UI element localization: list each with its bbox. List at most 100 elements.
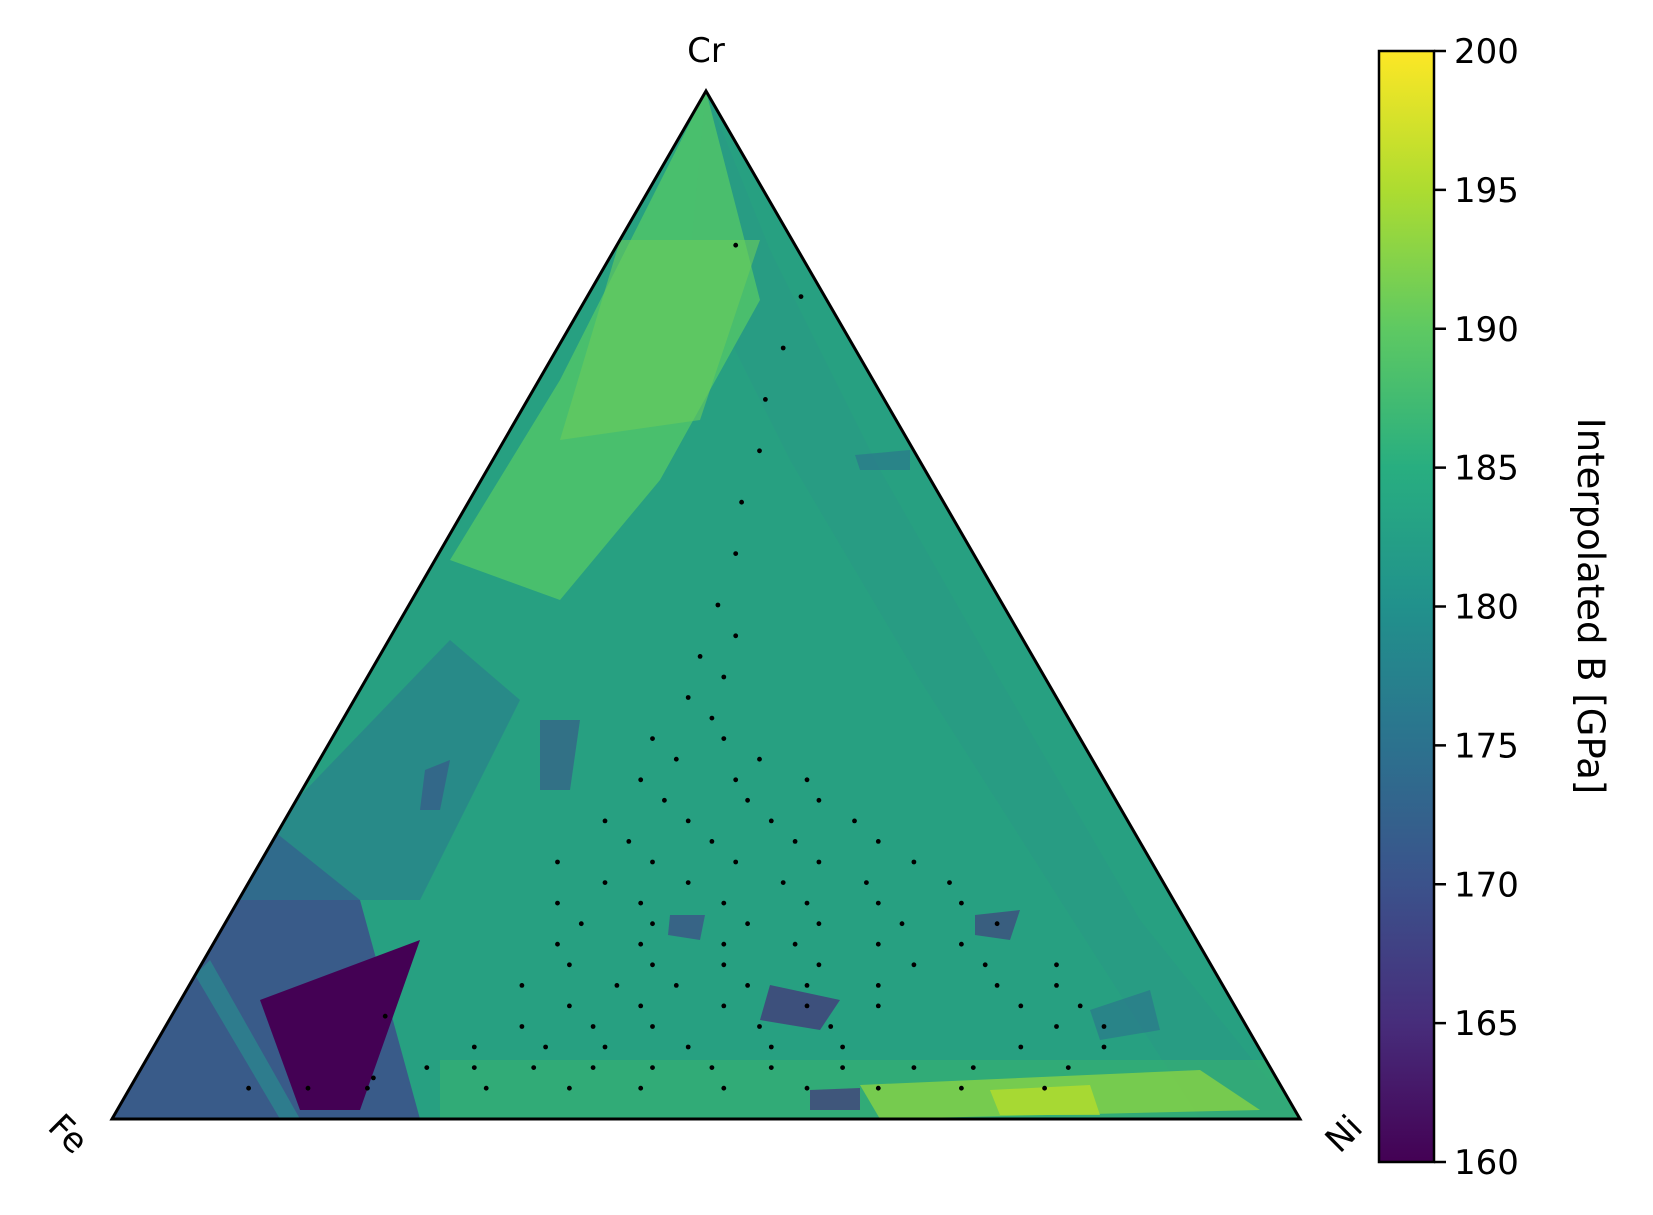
sample-point (673, 983, 679, 988)
sample-point (567, 962, 572, 968)
sample-point (875, 1003, 881, 1009)
colorbar-tick-label: 165 (1454, 1004, 1519, 1044)
sample-point (471, 1065, 477, 1070)
sample-point (1065, 1065, 1071, 1070)
sample-point (721, 941, 727, 947)
sample-point (614, 983, 620, 988)
sample-point (721, 736, 727, 741)
sample-point (733, 551, 739, 556)
sample-point (697, 654, 703, 659)
sample-point (804, 900, 810, 906)
sample-point (911, 1065, 917, 1070)
colorbar-label: Interpolated B [GPa] (1569, 418, 1612, 794)
sample-point (709, 715, 715, 721)
sample-point (1054, 983, 1059, 988)
sample-point (768, 818, 774, 824)
sample-point (638, 777, 644, 783)
sample-point (638, 900, 644, 906)
sample-point (804, 1003, 810, 1009)
sample-point (715, 602, 721, 608)
sample-point (246, 1085, 252, 1091)
sample-point (816, 797, 822, 803)
sample-point (590, 1065, 596, 1070)
vertex-label-top: Cr (687, 31, 725, 71)
sample-point (721, 1003, 727, 1009)
sample-point (970, 1065, 976, 1070)
sample-point (816, 921, 822, 927)
sample-point (959, 1085, 964, 1091)
sample-point (994, 983, 1000, 988)
sample-point (365, 1085, 370, 1091)
sample-point (1077, 1003, 1083, 1009)
sample-point (875, 900, 881, 906)
sample-point (305, 1085, 311, 1091)
sample-point (959, 900, 964, 906)
sample-point (768, 1065, 774, 1070)
sample-point (1101, 1024, 1107, 1029)
sample-point (780, 880, 786, 885)
sample-point (816, 859, 822, 865)
sample-point (1101, 1044, 1107, 1050)
colorbar-tick-label: 180 (1454, 588, 1519, 628)
sample-point (757, 1024, 762, 1029)
sample-point (555, 941, 560, 947)
sample-point (828, 1024, 834, 1029)
sample-point (685, 818, 691, 824)
sample-point (519, 1024, 525, 1029)
sample-point (650, 859, 655, 865)
sample-point (555, 859, 560, 865)
sample-point (685, 880, 691, 885)
sample-point (733, 859, 739, 865)
sample-point (745, 797, 750, 803)
sample-point (840, 1044, 845, 1050)
sample-point (650, 962, 655, 968)
sample-point (875, 983, 881, 988)
sample-point (567, 1003, 572, 1009)
heatmap-surface (112, 91, 1300, 1119)
sample-point (745, 983, 750, 988)
colorbar-ticks: 160 165 170 175 180 185 190 195 200 (1434, 32, 1519, 1183)
colorbar: 160 165 170 175 180 185 190 195 200 Interpolated… (1377, 32, 1612, 1183)
sample-point (555, 900, 560, 906)
sample-point (1042, 1085, 1047, 1091)
sample-point (1018, 1044, 1024, 1050)
sample-point (721, 900, 727, 906)
sample-point (745, 921, 750, 927)
sample-point (543, 1044, 548, 1050)
colorbar-tick-label: 185 (1454, 449, 1519, 489)
sample-point (602, 1044, 608, 1050)
sample-point (709, 1065, 715, 1070)
sample-point (721, 962, 727, 968)
sample-points (246, 242, 1107, 1091)
colorbar-tick-label: 160 (1454, 1143, 1519, 1183)
sample-point (382, 1013, 388, 1019)
sample-point (685, 1044, 691, 1050)
sample-point (982, 962, 988, 968)
sample-point (519, 983, 525, 988)
colorbar-tick-label: 195 (1454, 171, 1519, 211)
sample-point (602, 818, 608, 824)
sample-point (650, 1065, 655, 1070)
sample-point (662, 797, 667, 803)
sample-point (911, 859, 917, 865)
sample-point (650, 1024, 655, 1029)
sample-point (792, 941, 798, 947)
sample-point (650, 921, 655, 927)
sample-point (875, 1085, 881, 1091)
sample-point (947, 880, 952, 885)
sample-point (673, 756, 679, 762)
sample-point (911, 962, 917, 968)
sample-point (816, 962, 822, 968)
sample-point (626, 839, 632, 844)
sample-point (899, 921, 905, 927)
vertex-label-left: Fe (40, 1106, 96, 1162)
sample-point (768, 1044, 774, 1050)
sample-point (804, 777, 810, 783)
vertex-label-right: Ni (1318, 1108, 1371, 1161)
sample-point (578, 921, 584, 927)
sample-point (602, 880, 608, 885)
sample-point (567, 1085, 572, 1091)
sample-point (780, 345, 786, 351)
sample-point (994, 921, 1000, 927)
